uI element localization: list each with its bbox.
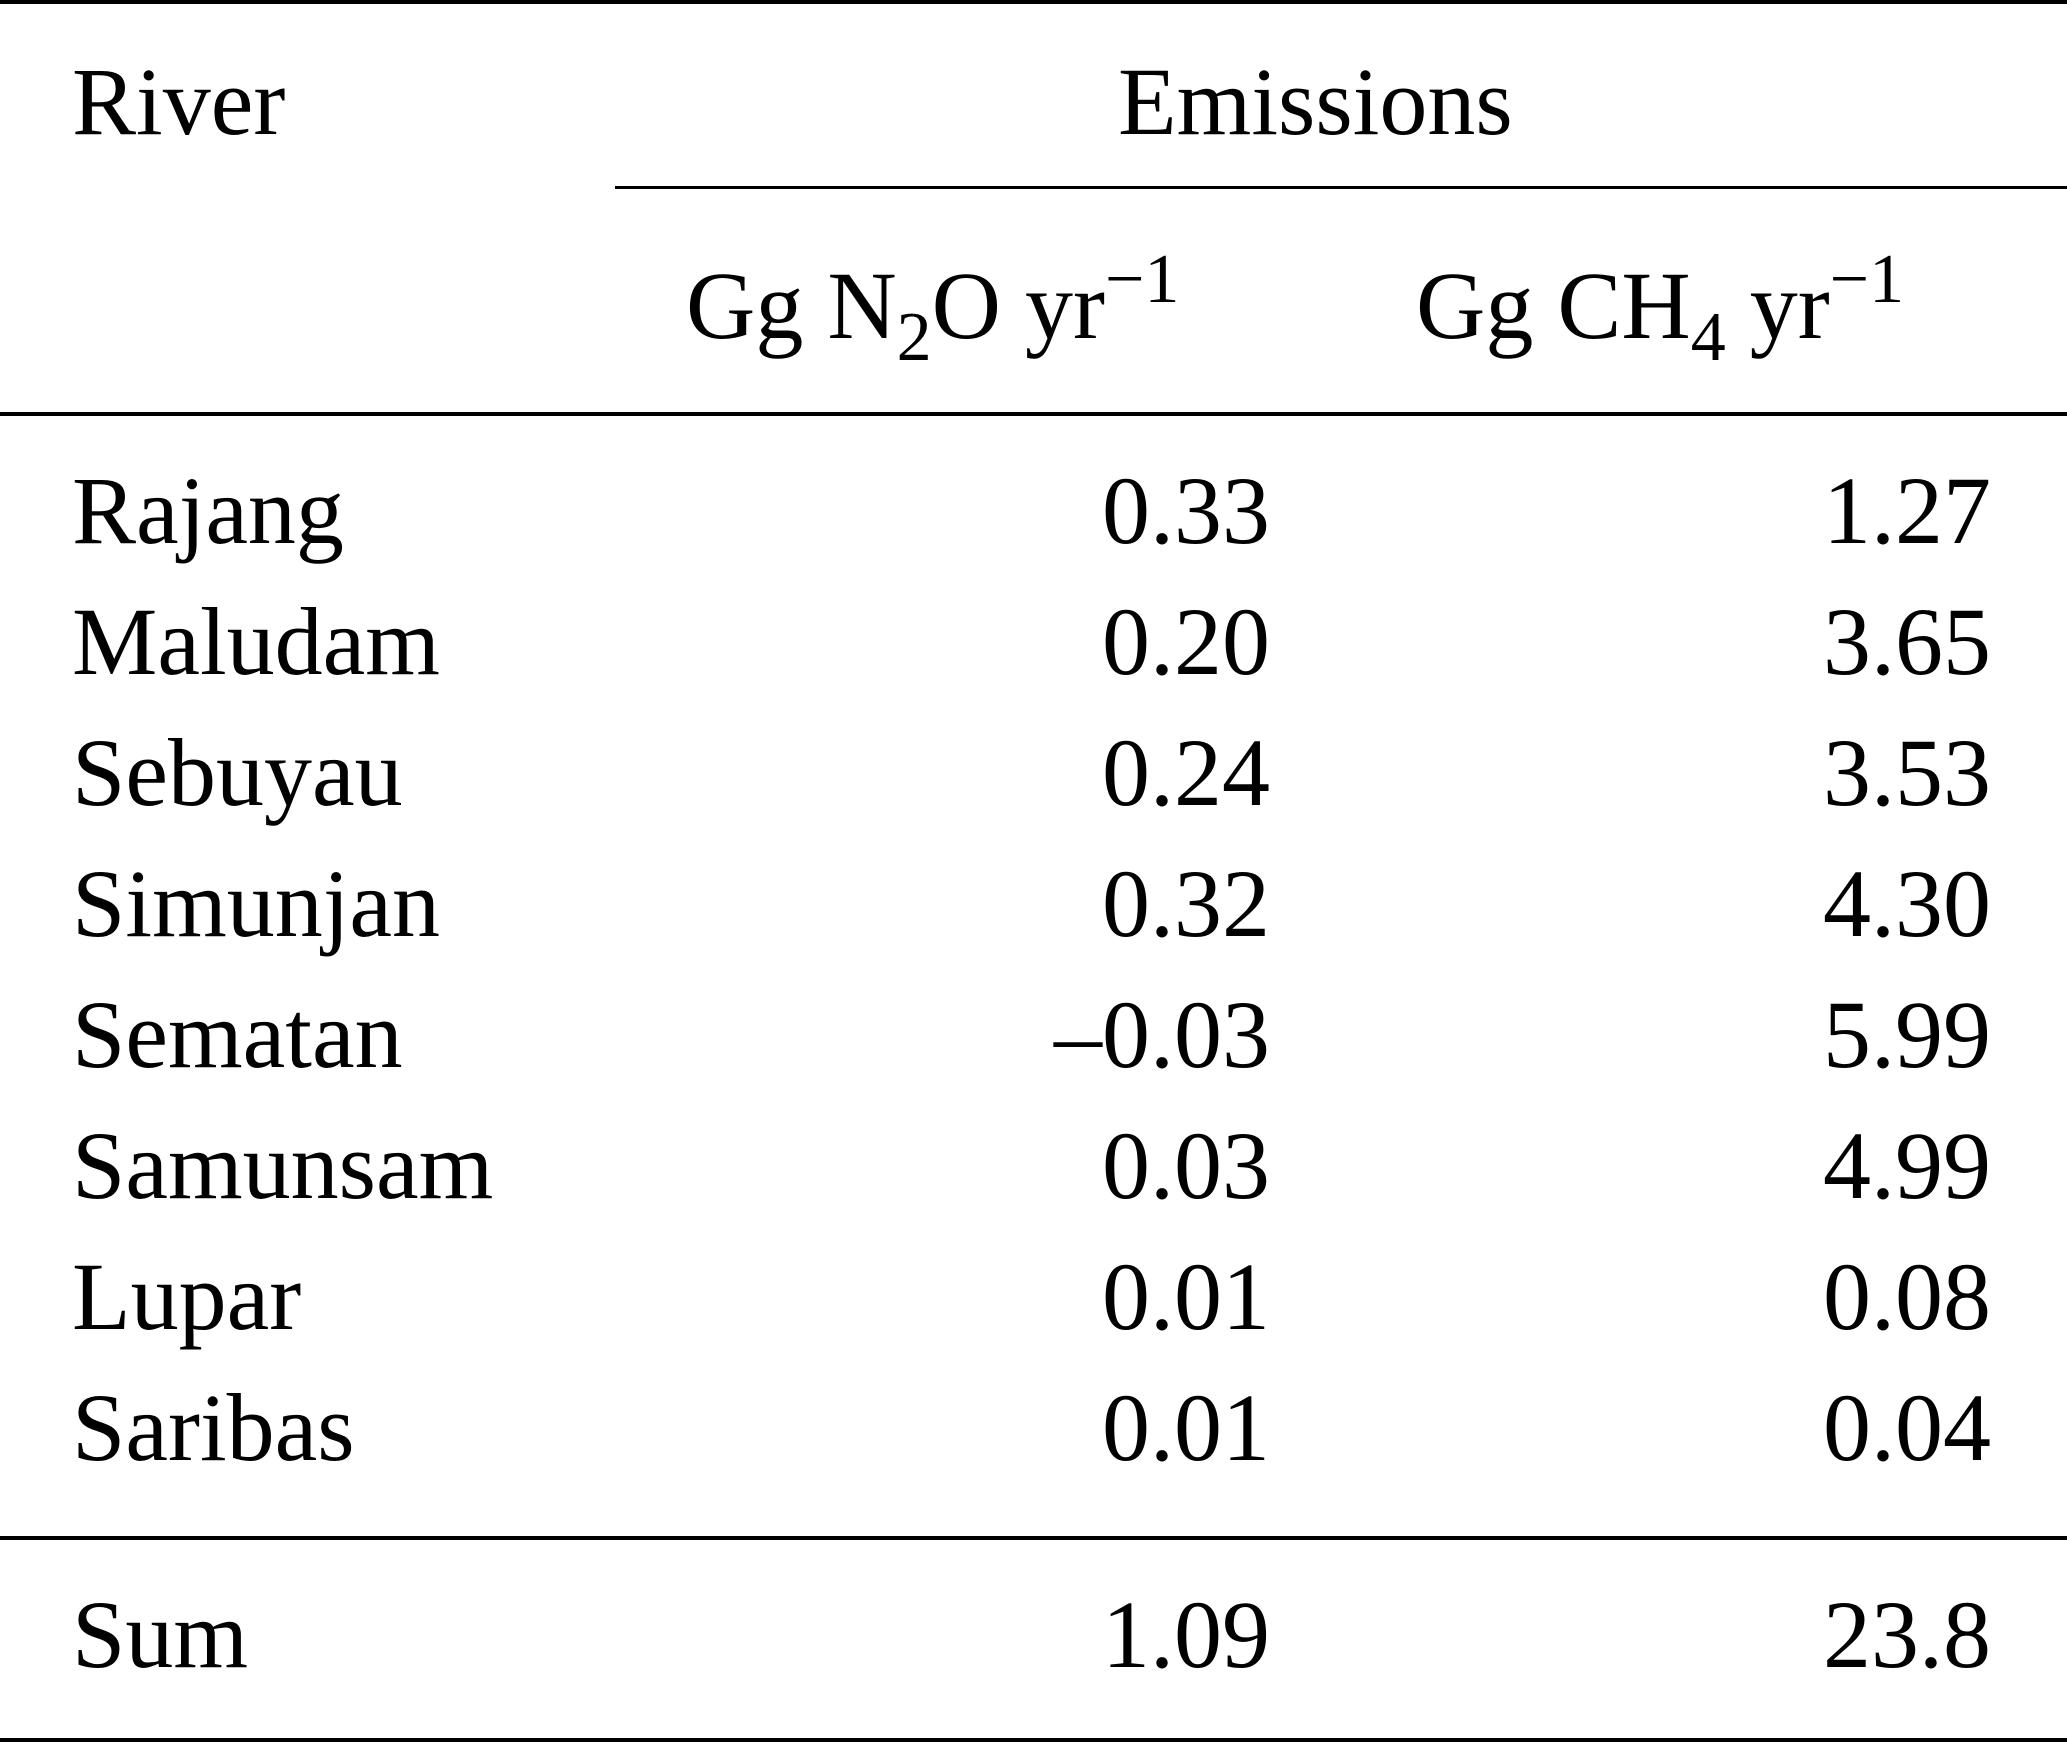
n2o-value: –0.03 (1054, 981, 1270, 1088)
ch4-value: 0.08 (1823, 1243, 1991, 1350)
n2o-unit-pre: Gg N (686, 252, 897, 359)
n2o-value: 0.01 (1102, 1374, 1270, 1481)
river-name: Sebuyau (72, 719, 403, 826)
n2o-value: 0.32 (1102, 850, 1270, 957)
ch4-value: 4.99 (1823, 1112, 1991, 1219)
n2o-unit-header: Gg N2O yr−1 (686, 245, 1179, 373)
n2o-unit-sub: 2 (896, 299, 932, 376)
emissions-subrule (615, 186, 2067, 189)
river-header: River (72, 48, 286, 155)
n2o-value: 0.20 (1102, 588, 1270, 695)
n2o-value: 0.01 (1102, 1243, 1270, 1350)
header-bottom-rule (0, 412, 2067, 416)
river-name: Simunjan (72, 850, 441, 957)
n2o-unit-sup: −1 (1104, 241, 1180, 318)
top-rule (0, 0, 2067, 4)
ch4-value: 3.53 (1823, 719, 1991, 826)
river-name: Samunsam (72, 1112, 494, 1219)
sum-n2o-value: 1.09 (1102, 1581, 1270, 1688)
sum-ch4-value: 23.8 (1823, 1581, 1991, 1688)
river-name: Lupar (72, 1243, 302, 1350)
ch4-value: 5.99 (1823, 981, 1991, 1088)
river-name: Rajang (72, 457, 344, 564)
river-name: Maludam (72, 588, 440, 695)
n2o-unit-mid: O yr (931, 252, 1105, 359)
ch4-value: 4.30 (1823, 850, 1991, 957)
ch4-unit-pre: Gg CH (1416, 252, 1691, 359)
n2o-value: 0.24 (1102, 719, 1270, 826)
sum-top-rule (0, 1536, 2067, 1540)
ch4-value: 3.65 (1823, 588, 1991, 695)
sum-label: Sum (72, 1581, 249, 1688)
n2o-value: 0.03 (1102, 1112, 1270, 1219)
river-name: Saribas (72, 1374, 355, 1481)
ch4-value: 0.04 (1823, 1374, 1991, 1481)
n2o-value: 0.33 (1102, 457, 1270, 564)
river-name: Sematan (72, 981, 403, 1088)
ch4-unit-header: Gg CH4 yr−1 (1416, 245, 1904, 373)
emissions-header: Emissions (1118, 48, 1513, 155)
ch4-unit-sup: −1 (1829, 241, 1905, 318)
bottom-rule (0, 1738, 2067, 1742)
ch4-unit-sub: 4 (1690, 299, 1726, 376)
ch4-unit-mid: yr (1725, 252, 1830, 359)
ch4-value: 1.27 (1823, 457, 1991, 564)
